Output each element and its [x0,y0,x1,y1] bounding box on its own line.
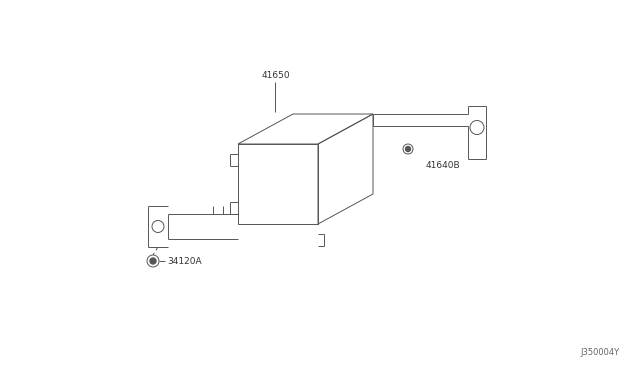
Text: 34120A: 34120A [167,257,202,266]
Text: 41640B: 41640B [426,161,461,170]
Text: 41650: 41650 [261,71,290,80]
Text: J350004Y: J350004Y [581,348,620,357]
Circle shape [150,258,156,264]
Circle shape [406,147,410,151]
